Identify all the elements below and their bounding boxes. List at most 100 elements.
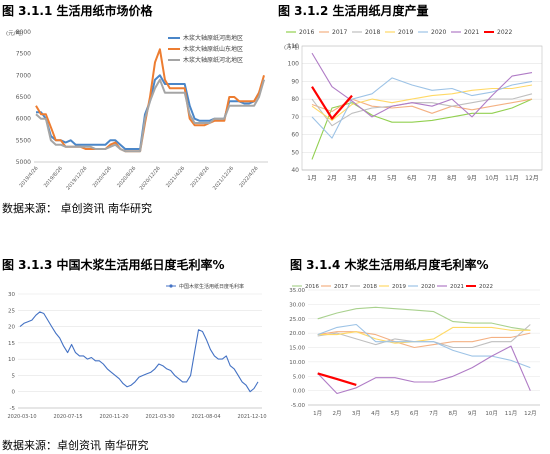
y-tick-label: 6500 bbox=[16, 94, 31, 101]
y-tick-label: 15 bbox=[8, 341, 15, 347]
series-line-2020 bbox=[311, 77, 533, 139]
x-tick-label: 2019/8/26 bbox=[43, 165, 64, 188]
x-tick-label: 10月 bbox=[485, 175, 499, 182]
y-tick-label: 0 bbox=[12, 390, 16, 396]
series-line-2016 bbox=[311, 98, 533, 160]
x-tick-label: 1月 bbox=[313, 410, 322, 417]
series-line-2017 bbox=[317, 331, 531, 349]
y-tick-label: 15.00 bbox=[289, 346, 305, 352]
y-tick-label: 5500 bbox=[16, 137, 31, 144]
legend-label: 2018 bbox=[363, 284, 377, 290]
series-line-2021 bbox=[311, 52, 533, 118]
x-tick-label: 2020-03-10 bbox=[7, 414, 36, 420]
x-tick-label: 12月 bbox=[525, 175, 539, 182]
x-tick-label: 3月 bbox=[352, 410, 361, 417]
x-tick-label: 2021/4/26 bbox=[165, 165, 186, 188]
series-line-2022 bbox=[311, 86, 353, 120]
y-tick-label: 6000 bbox=[16, 116, 31, 123]
legend-label: 木浆大轴原纸山东地区 bbox=[183, 45, 243, 53]
y-tick-label: 0.00 bbox=[293, 389, 306, 395]
figure-2-title: 图 3.1.2 生活用纸月度产量 bbox=[278, 4, 429, 18]
y-tick-label: 110 bbox=[288, 43, 300, 50]
y-axis-label: (元/吨) bbox=[6, 29, 23, 37]
data-source-bottom: 数据来源：卓创资讯 南华研究 bbox=[2, 439, 149, 452]
legend-label: 2017 bbox=[332, 29, 347, 36]
x-tick-label: 3月 bbox=[347, 175, 357, 182]
x-tick-label: 12月 bbox=[524, 410, 537, 417]
series-line-2016 bbox=[317, 306, 531, 331]
legend-label: 2017 bbox=[334, 284, 348, 290]
x-tick-label: 2022/4/26 bbox=[238, 165, 259, 188]
y-tick-label: 20 bbox=[8, 325, 15, 331]
y-tick-label: -5.00 bbox=[291, 403, 306, 409]
figure-3-title: 图 3.1.3 中国木浆生活用纸日度毛利率% bbox=[2, 258, 225, 272]
y-tick-label: 25.00 bbox=[289, 317, 305, 323]
x-tick-label: 2020-11-20 bbox=[99, 414, 128, 420]
x-tick-label: 6月 bbox=[407, 175, 417, 182]
x-tick-label: 2021-08-04 bbox=[191, 414, 220, 420]
legend-label: 2021 bbox=[450, 284, 464, 290]
y-tick-label: 5000 bbox=[16, 159, 31, 166]
y-tick-label: 30 bbox=[8, 292, 15, 298]
legend-label: 2019 bbox=[392, 284, 406, 290]
series-line-2021 bbox=[317, 345, 531, 395]
legend-label: 2022 bbox=[497, 29, 512, 36]
x-tick-label: 7月 bbox=[429, 410, 438, 417]
y-tick-label: 10 bbox=[8, 357, 15, 363]
x-tick-label: 9月 bbox=[468, 410, 477, 417]
x-tick-label: 11月 bbox=[505, 175, 519, 182]
chart-monthly-gross-margin: -5.00 0.00 5.00 10.00 15.00 20.00 25.00 30.00 35… bbox=[289, 284, 540, 417]
y-tick-label: 40 bbox=[291, 167, 299, 174]
y-tick-label: 20.00 bbox=[289, 331, 305, 337]
y-tick-label: 30.00 bbox=[289, 302, 305, 308]
series-line-2022 bbox=[317, 372, 357, 386]
y-tick-label: 80 bbox=[291, 96, 299, 103]
x-tick-label: 11月 bbox=[505, 410, 518, 417]
x-tick-label: 2019/4/26 bbox=[18, 165, 39, 188]
legend-label: 2021 bbox=[464, 29, 479, 36]
legend-label: 2020 bbox=[431, 29, 446, 36]
figure-1-title: 图 3.1.1 生活用纸市场价格 bbox=[2, 4, 153, 18]
x-tick-label: 2021-03-30 bbox=[145, 414, 174, 420]
y-tick-label: -5 bbox=[10, 406, 16, 412]
series-line-2020 bbox=[317, 323, 531, 369]
x-tick-label: 4月 bbox=[367, 175, 377, 182]
legend-label: 2016 bbox=[299, 29, 314, 36]
figure-4-title: 图 3.1.4 木浆生活用纸月度毛利率% bbox=[290, 258, 489, 272]
legend-label: 2019 bbox=[398, 29, 413, 36]
y-tick-label: 70 bbox=[291, 114, 299, 121]
x-tick-label: 2021/12/26 bbox=[212, 165, 235, 191]
y-tick-label: 90 bbox=[291, 78, 299, 85]
series-line-2019 bbox=[317, 326, 531, 344]
y-tick-label: 100 bbox=[288, 61, 300, 68]
x-tick-label: 8月 bbox=[449, 410, 458, 417]
x-tick-label: 2月 bbox=[327, 175, 337, 182]
series-line-2019 bbox=[311, 84, 533, 121]
legend-marker bbox=[169, 284, 173, 288]
x-tick-label: 4月 bbox=[371, 410, 380, 417]
x-tick-label: 2020/12/26 bbox=[139, 165, 162, 191]
series-line-木浆大轴原纸河南地区 bbox=[36, 74, 265, 150]
x-tick-label: 8月 bbox=[447, 175, 457, 182]
x-tick-label: 2019/12/26 bbox=[65, 165, 88, 191]
legend-label: 2018 bbox=[365, 29, 380, 36]
y-tick-label: 7000 bbox=[16, 72, 31, 79]
legend-label: 2022 bbox=[479, 284, 493, 290]
x-tick-label: 2021/8/26 bbox=[190, 165, 211, 188]
y-tick-label: 10.00 bbox=[289, 360, 305, 366]
series-line-2017 bbox=[311, 98, 533, 114]
legend-label: 2016 bbox=[305, 284, 319, 290]
legend-label: 木浆大轴原纸河北地区 bbox=[183, 56, 243, 64]
y-tick-label: 5.00 bbox=[293, 374, 306, 380]
x-tick-label: 6月 bbox=[410, 410, 419, 417]
x-tick-label: 9月 bbox=[467, 175, 477, 182]
chart-daily-gross-margin: -5 0 5 10 15 20 25 30 2020-03-10 2020-07-15 2020-1… bbox=[7, 283, 266, 420]
y-tick-label: 35.00 bbox=[289, 288, 305, 294]
x-tick-label: 2月 bbox=[333, 410, 342, 417]
series-line-中国木浆生活用纸日度毛利率 bbox=[19, 311, 259, 393]
chart-paper-price: 5000 5500 6000 6500 7000 7500 8000(元/吨) 2019/4/… bbox=[6, 29, 268, 191]
legend-label: 2020 bbox=[421, 284, 435, 290]
y-tick-label: 25 bbox=[8, 308, 15, 314]
x-tick-label: 10月 bbox=[485, 410, 498, 417]
chart-monthly-production: 40 50 60 70 80 90 100 110(万吨) 1月 2月 3月 4月 5月 6月 7月 8月 9月… bbox=[284, 29, 543, 182]
